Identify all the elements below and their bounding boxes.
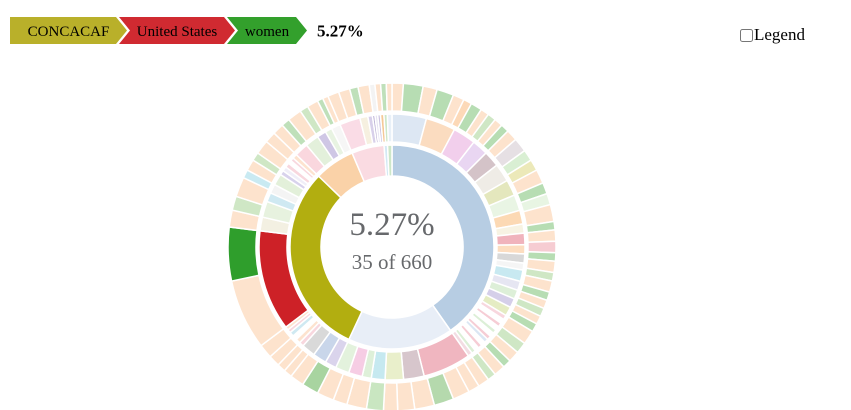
legend-checkbox[interactable] xyxy=(740,28,753,42)
ring3-segment[interactable] xyxy=(527,240,557,254)
ring1-segment[interactable] xyxy=(391,144,495,332)
breadcrumb-item-women: women xyxy=(227,17,307,44)
ring3-segment[interactable] xyxy=(382,382,399,410)
legend-toggle[interactable]: Legend xyxy=(740,25,805,45)
ring3-segment[interactable] xyxy=(385,82,393,112)
ring1-segment[interactable] xyxy=(386,144,393,177)
ring3-segment[interactable] xyxy=(526,229,557,244)
breadcrumb-item-label: United States xyxy=(137,24,218,40)
ring2-segment[interactable] xyxy=(495,232,526,246)
breadcrumb-item-united-states: United States xyxy=(119,17,235,44)
breadcrumb-item-shape xyxy=(10,17,127,44)
ring2-segment[interactable] xyxy=(384,350,405,381)
breadcrumb-item-shape xyxy=(119,17,235,44)
breadcrumb: CONCACAF United States women 5.27% xyxy=(10,17,364,44)
ring3-segment[interactable] xyxy=(395,380,416,410)
breadcrumb-item-label: women xyxy=(245,24,290,40)
breadcrumb-item-label: CONCACAF xyxy=(28,24,110,40)
ring2-segment[interactable] xyxy=(386,113,393,143)
segment-women[interactable] xyxy=(227,226,260,282)
breadcrumb-item-concacaf: CONCACAF xyxy=(10,17,127,44)
breadcrumb-item-shape xyxy=(227,17,307,44)
legend-label: Legend xyxy=(754,25,805,44)
breadcrumb-percentage: 5.27% xyxy=(317,22,364,41)
